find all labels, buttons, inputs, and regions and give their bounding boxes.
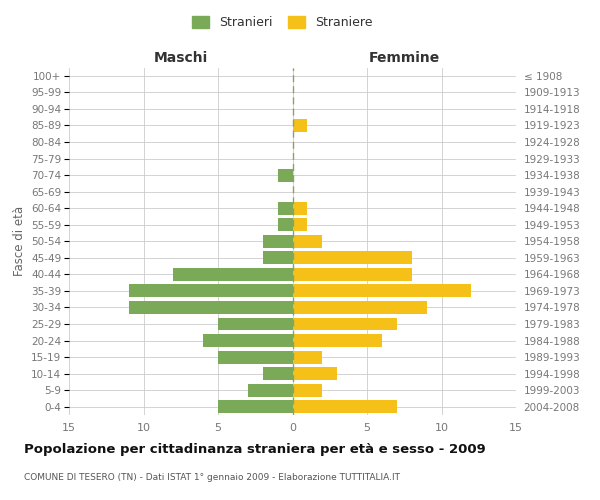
Bar [218, 350, 293, 364]
Bar [263, 235, 293, 248]
Bar [128, 301, 293, 314]
Bar [293, 301, 427, 314]
Bar [293, 235, 322, 248]
Bar [218, 400, 293, 413]
Text: COMUNE DI TESERO (TN) - Dati ISTAT 1° gennaio 2009 - Elaborazione TUTTITALIA.IT: COMUNE DI TESERO (TN) - Dati ISTAT 1° ge… [24, 472, 400, 482]
Bar [293, 318, 397, 330]
Bar [218, 318, 293, 330]
Bar [293, 119, 307, 132]
Bar [293, 367, 337, 380]
Bar [293, 384, 322, 396]
Legend: Stranieri, Straniere: Stranieri, Straniere [187, 11, 377, 34]
Y-axis label: Fasce di età: Fasce di età [13, 206, 26, 276]
Bar [263, 367, 293, 380]
Bar [263, 252, 293, 264]
Bar [128, 284, 293, 298]
Bar [293, 400, 397, 413]
Bar [293, 284, 472, 298]
Bar [293, 268, 412, 281]
Bar [293, 252, 412, 264]
Bar [173, 268, 293, 281]
Bar [278, 202, 293, 214]
Bar [278, 218, 293, 231]
Text: Maschi: Maschi [154, 51, 208, 65]
Bar [293, 202, 307, 214]
Text: Popolazione per cittadinanza straniera per età e sesso - 2009: Popolazione per cittadinanza straniera p… [24, 442, 486, 456]
Bar [248, 384, 293, 396]
Bar [293, 218, 307, 231]
Bar [293, 350, 322, 364]
Text: Femmine: Femmine [368, 51, 440, 65]
Bar [293, 334, 382, 347]
Bar [278, 168, 293, 181]
Bar [203, 334, 293, 347]
